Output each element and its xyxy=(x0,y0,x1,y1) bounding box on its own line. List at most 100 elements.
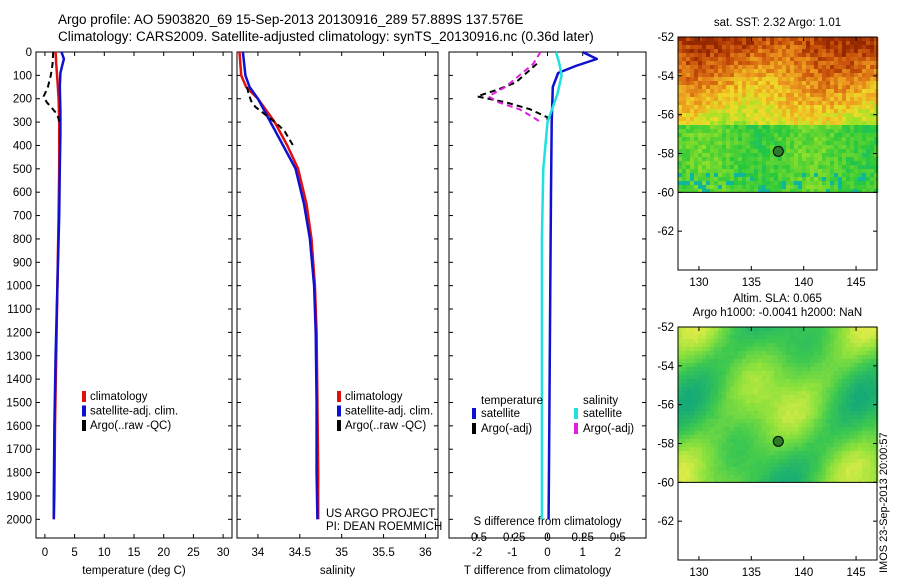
map-cell xyxy=(846,343,851,348)
map-cell xyxy=(754,447,759,452)
map-cell xyxy=(694,73,699,78)
map-cell xyxy=(806,145,811,150)
map-cell xyxy=(834,371,839,376)
map-cell xyxy=(698,105,703,110)
map-cell xyxy=(702,367,707,372)
map-cell xyxy=(774,93,779,98)
map-cell xyxy=(746,415,751,420)
map-cell xyxy=(726,415,731,420)
map-cell xyxy=(694,455,699,460)
map-cell xyxy=(778,471,783,476)
map-cell xyxy=(822,133,827,138)
map-cell xyxy=(702,181,707,186)
map-cell xyxy=(834,73,839,78)
map-cell xyxy=(742,399,747,404)
map-cell xyxy=(750,129,755,134)
map-cell xyxy=(694,463,699,468)
map-cell xyxy=(694,359,699,364)
map-cell xyxy=(858,371,863,376)
map-cell xyxy=(762,157,767,162)
map-cell xyxy=(874,121,879,126)
map-cell xyxy=(746,161,751,166)
map-cell xyxy=(862,447,867,452)
map-cell xyxy=(826,101,831,106)
map-cell xyxy=(850,49,855,54)
map-cell xyxy=(830,343,835,348)
map-cell xyxy=(770,53,775,58)
map-cell xyxy=(854,339,859,344)
map-cell xyxy=(754,423,759,428)
map-cell xyxy=(874,399,879,404)
map-cell xyxy=(806,431,811,436)
map-cell xyxy=(858,153,863,158)
y-tick-label: 500 xyxy=(13,164,32,176)
map-cell xyxy=(678,427,683,432)
map-cell xyxy=(714,351,719,356)
map-cell xyxy=(870,463,875,468)
map-cell xyxy=(694,379,699,384)
map-cell xyxy=(714,53,719,58)
map-cell xyxy=(822,149,827,154)
map-cell xyxy=(874,37,879,42)
map-cell xyxy=(706,339,711,344)
map-cell xyxy=(822,169,827,174)
map-cell xyxy=(730,455,735,460)
map-cell xyxy=(798,61,803,66)
map-cell xyxy=(806,327,811,332)
map-cell xyxy=(830,49,835,54)
map-cell xyxy=(874,61,879,66)
map-cell xyxy=(790,69,795,74)
map-cell xyxy=(746,367,751,372)
map-cell xyxy=(862,61,867,66)
map-cell xyxy=(726,89,731,94)
map-cell xyxy=(846,125,851,130)
map-cell xyxy=(758,451,763,456)
map-cell xyxy=(818,363,823,368)
map-cell xyxy=(678,185,683,190)
map-cell xyxy=(774,45,779,50)
map-cell xyxy=(742,327,747,332)
map-cell xyxy=(746,149,751,154)
map-cell xyxy=(714,399,719,404)
legend-label: climatology xyxy=(345,391,403,403)
map-cell xyxy=(778,121,783,126)
map-cell xyxy=(854,173,859,178)
map-cell xyxy=(846,379,851,384)
map-cell xyxy=(710,189,715,194)
map-cell xyxy=(742,419,747,424)
map-cell xyxy=(834,121,839,126)
map-cell xyxy=(826,57,831,62)
map-cell xyxy=(802,45,807,50)
map-cell xyxy=(690,57,695,62)
map-cell xyxy=(802,177,807,182)
map-cell xyxy=(874,447,879,452)
map-cell xyxy=(846,93,851,98)
map-cell xyxy=(790,77,795,82)
map-title: Altim. SLA: 0.065 xyxy=(733,293,822,305)
legend-swatch xyxy=(82,405,86,417)
map-cell xyxy=(738,331,743,336)
map-cell xyxy=(798,327,803,332)
map-cell xyxy=(678,379,683,384)
map-cell xyxy=(798,125,803,130)
map-cell xyxy=(698,169,703,174)
map-cell xyxy=(802,395,807,400)
map-cell xyxy=(702,37,707,42)
map-cell xyxy=(730,145,735,150)
map-cell xyxy=(826,149,831,154)
map-cell xyxy=(758,419,763,424)
map-cell xyxy=(866,431,871,436)
map-cell xyxy=(750,363,755,368)
map-cell xyxy=(806,125,811,130)
map-cell xyxy=(786,331,791,336)
map-cell xyxy=(830,173,835,178)
map-cell xyxy=(806,97,811,102)
map-cell xyxy=(746,177,751,182)
map-cell xyxy=(798,367,803,372)
map-cell xyxy=(694,45,699,50)
map-cell xyxy=(794,479,799,484)
map-cell xyxy=(738,427,743,432)
map-cell xyxy=(834,411,839,416)
map-cell xyxy=(782,141,787,146)
map-cell xyxy=(734,419,739,424)
